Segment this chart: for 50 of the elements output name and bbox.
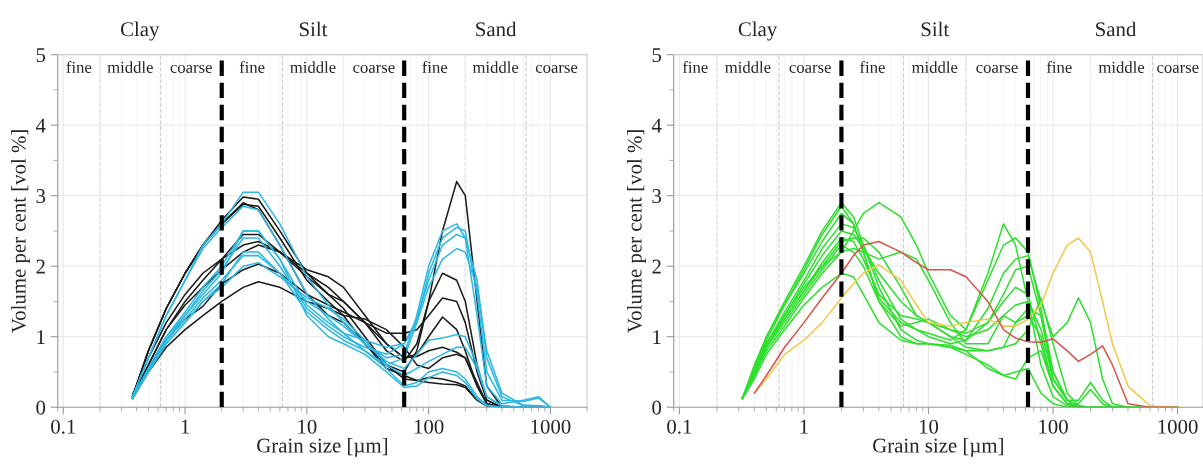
annotation: middle — [911, 61, 958, 73]
y-tick-label: 0 — [652, 400, 662, 415]
x-tick-label: 1000 — [531, 419, 571, 434]
y-tick-label: 4 — [651, 118, 662, 133]
text: Clay — [738, 21, 778, 41]
text: Clay — [120, 21, 160, 41]
annotation: fine — [422, 61, 448, 73]
annotation: fine — [239, 61, 265, 73]
y-tick-label: 2 — [652, 259, 661, 274]
x-tick-label: 1 — [800, 419, 808, 434]
x-tick-label: 100 — [1039, 419, 1068, 434]
y-axis-title: Volume per cent [vol %] — [11, 130, 30, 333]
text: Silt — [299, 21, 328, 37]
annotation: middle — [290, 61, 336, 73]
annotation: coarse — [353, 64, 395, 73]
annotation: fine — [682, 61, 708, 73]
y-tick-label: 0 — [36, 400, 46, 415]
annotation: coarse — [789, 64, 831, 73]
annotation: fine — [66, 61, 92, 73]
y-tick-label: 1 — [37, 330, 45, 344]
annotation: middle — [1098, 61, 1145, 73]
text: Silt — [921, 21, 950, 37]
y-tick-label: 2 — [36, 259, 45, 274]
annotation: coarse — [535, 64, 578, 73]
y-tick-label: 3 — [36, 189, 46, 204]
y-tick-label: 3 — [652, 189, 662, 204]
annotation: fine — [1046, 61, 1072, 73]
x-tick-label: 0.1 — [51, 419, 76, 434]
x-axis-title: Grain size [µm] — [873, 437, 1003, 457]
annotation: middle — [472, 61, 519, 73]
x-tick-label: 0.1 — [667, 419, 692, 434]
y-tick-label: 5 — [36, 48, 46, 63]
x-tick-label: 100 — [414, 419, 444, 434]
annotation: middle — [725, 61, 771, 73]
annotation: coarse — [170, 64, 212, 73]
y-tick-label: 4 — [35, 118, 46, 133]
text: Sand — [476, 21, 517, 37]
x-tick-label: 10 — [919, 419, 939, 434]
annotation: middle — [107, 61, 153, 73]
x-tick-label: 10 — [298, 419, 317, 434]
annotation: fine — [860, 61, 885, 73]
annotation: coarse — [976, 64, 1018, 73]
x-tick-label: 1000 — [1158, 419, 1198, 434]
x-axis-title: Grain size [µm] — [257, 437, 388, 457]
text: Sand — [1096, 21, 1137, 37]
y-tick-label: 1 — [653, 330, 661, 344]
y-tick-label: 5 — [652, 48, 662, 63]
x-tick-label: 1 — [181, 419, 190, 434]
annotation: coarse — [1157, 64, 1199, 73]
y-axis-title: Volume per cent [vol %] — [627, 130, 646, 333]
